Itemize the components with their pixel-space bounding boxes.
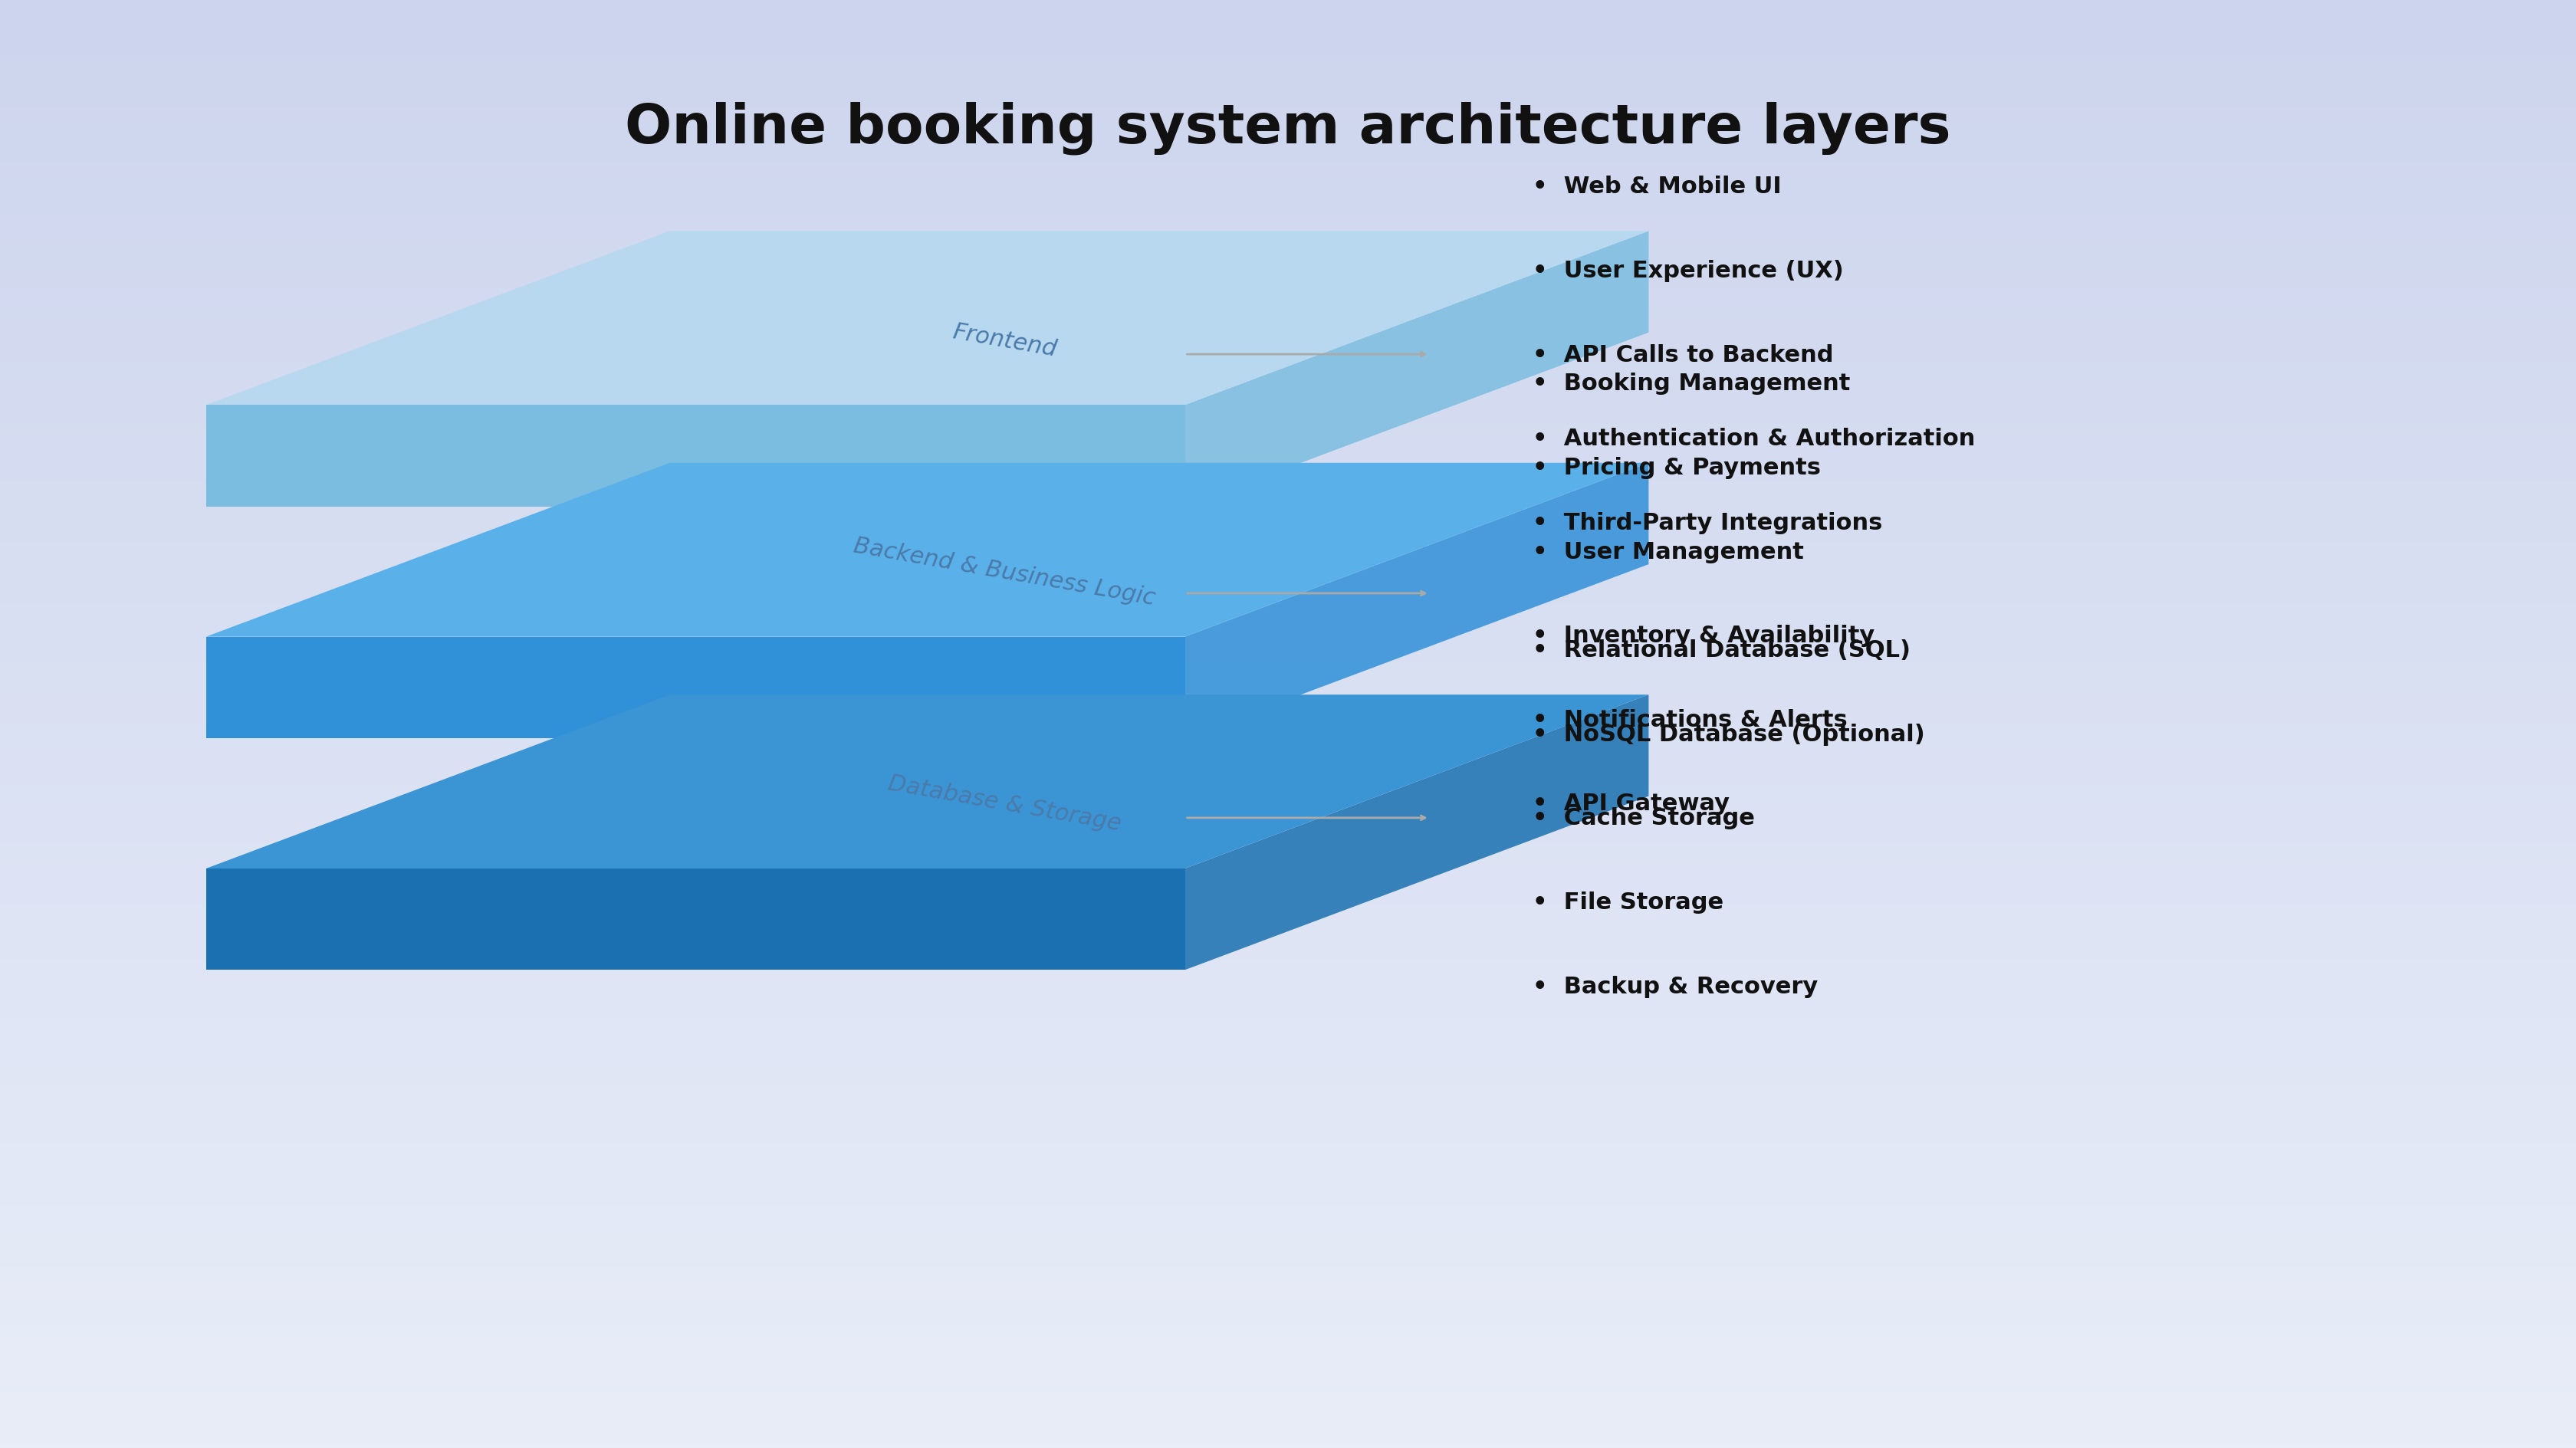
Text: •  Cache Storage: • Cache Storage [1533,807,1754,830]
Text: •  Relational Database (SQL): • Relational Database (SQL) [1533,639,1911,662]
Text: •  User Experience (UX): • User Experience (UX) [1533,259,1844,282]
Polygon shape [206,405,1185,507]
Text: •  API Calls to Backend: • API Calls to Backend [1533,343,1834,366]
Polygon shape [206,232,1649,405]
Text: •  Third-Party Integrations: • Third-Party Integrations [1533,511,1883,534]
Text: Database & Storage: Database & Storage [886,772,1123,835]
Text: •  Booking Management: • Booking Management [1533,372,1850,395]
Polygon shape [1185,463,1649,738]
Text: Frontend: Frontend [951,320,1059,361]
Text: •  Backup & Recovery: • Backup & Recovery [1533,975,1819,998]
Polygon shape [206,637,1185,738]
Text: •  User Management: • User Management [1533,540,1803,563]
Text: Online booking system architecture layers: Online booking system architecture layer… [626,101,1950,155]
Text: •  Authentication & Authorization: • Authentication & Authorization [1533,427,1976,450]
Polygon shape [1185,232,1649,507]
Polygon shape [206,463,1649,637]
Text: •  NoSQL Database (Optional): • NoSQL Database (Optional) [1533,723,1924,746]
Text: •  Notifications & Alerts: • Notifications & Alerts [1533,708,1847,731]
Text: •  Inventory & Availability: • Inventory & Availability [1533,624,1875,647]
Text: •  API Gateway: • API Gateway [1533,792,1728,815]
Text: •  Pricing & Payments: • Pricing & Payments [1533,456,1821,479]
Polygon shape [206,869,1185,970]
Polygon shape [206,695,1649,869]
Polygon shape [1185,695,1649,970]
Text: •  Web & Mobile UI: • Web & Mobile UI [1533,175,1783,198]
Text: •  File Storage: • File Storage [1533,891,1723,914]
Text: Backend & Business Logic: Backend & Business Logic [853,534,1157,610]
